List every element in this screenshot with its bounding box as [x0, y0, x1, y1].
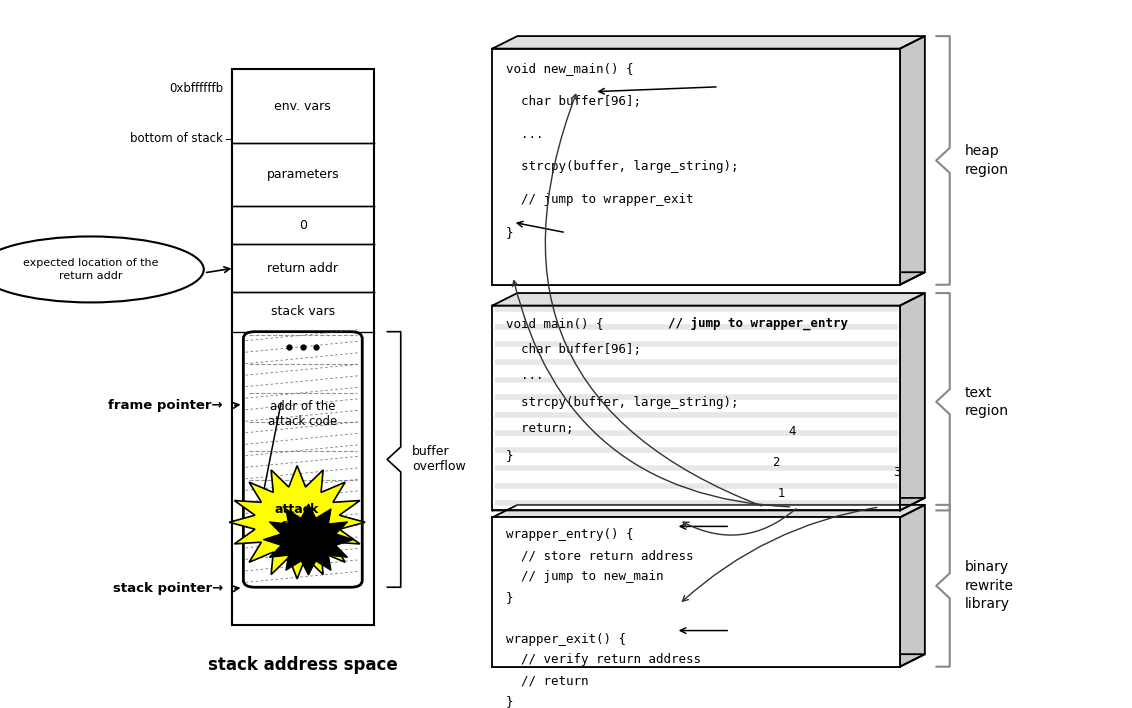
Text: binary
rewrite
library: binary rewrite library	[964, 560, 1013, 611]
Text: stack pointer→: stack pointer→	[113, 583, 223, 595]
Text: buffer
overflow: buffer overflow	[412, 445, 465, 474]
Text: return addr: return addr	[267, 261, 338, 275]
Polygon shape	[492, 498, 925, 510]
Text: heap
region: heap region	[964, 144, 1009, 176]
Text: 1: 1	[778, 487, 784, 500]
Polygon shape	[900, 36, 925, 285]
Polygon shape	[492, 293, 925, 306]
Text: ...: ...	[506, 370, 543, 382]
Polygon shape	[492, 505, 925, 518]
Polygon shape	[492, 273, 925, 285]
Text: parameters: parameters	[266, 168, 340, 181]
Polygon shape	[492, 36, 925, 49]
Text: // jump to wrapper_entry: // jump to wrapper_entry	[668, 316, 848, 330]
Text: // return: // return	[506, 674, 589, 687]
Text: }: }	[506, 591, 514, 604]
Polygon shape	[900, 293, 925, 510]
Bar	[492, 49, 900, 285]
Text: 0xbffffffb: 0xbffffffb	[169, 82, 223, 96]
Text: 4: 4	[789, 425, 796, 438]
Text: frame pointer→: frame pointer→	[109, 399, 223, 412]
FancyBboxPatch shape	[243, 331, 362, 587]
Text: expected location of the
return addr: expected location of the return addr	[23, 258, 158, 280]
Polygon shape	[492, 654, 925, 667]
Text: env. vars: env. vars	[274, 100, 332, 113]
Text: return;: return;	[506, 422, 574, 435]
Text: // store return address: // store return address	[506, 549, 694, 562]
Text: stack address space: stack address space	[208, 656, 397, 674]
Text: // verify return address: // verify return address	[506, 653, 701, 666]
Text: 3: 3	[893, 466, 900, 479]
Text: ...: ...	[506, 127, 543, 141]
Text: text
region: text region	[964, 386, 1009, 418]
Text: char buffer[96];: char buffer[96];	[506, 95, 641, 108]
Text: }: }	[506, 695, 514, 708]
Text: char buffer[96];: char buffer[96];	[506, 343, 641, 356]
Text: attack
code: attack code	[275, 503, 319, 531]
Text: addr of the
attack code: addr of the attack code	[268, 400, 337, 428]
Bar	[492, 518, 900, 667]
Text: wrapper_exit() {: wrapper_exit() {	[506, 633, 626, 646]
Bar	[492, 306, 900, 510]
Text: strcpy(buffer, large_string);: strcpy(buffer, large_string);	[506, 396, 738, 409]
Polygon shape	[900, 505, 925, 667]
Text: 0: 0	[299, 219, 307, 232]
Bar	[232, 69, 374, 625]
Polygon shape	[263, 504, 353, 575]
Text: void main() {: void main() {	[506, 316, 603, 330]
Text: }: }	[506, 449, 514, 462]
Text: // jump to wrapper_exit: // jump to wrapper_exit	[506, 193, 694, 206]
Polygon shape	[229, 466, 365, 579]
Text: // jump to new_main: // jump to new_main	[506, 570, 663, 583]
Text: strcpy(buffer, large_string);: strcpy(buffer, large_string);	[506, 161, 738, 173]
Text: void new_main() {: void new_main() {	[506, 62, 634, 76]
Text: wrapper_entry() {: wrapper_entry() {	[506, 528, 634, 542]
Ellipse shape	[0, 236, 204, 302]
Text: bottom of stack: bottom of stack	[130, 132, 223, 145]
Text: }: }	[506, 226, 514, 239]
Text: stack vars: stack vars	[271, 305, 335, 318]
Text: 2: 2	[772, 456, 779, 469]
